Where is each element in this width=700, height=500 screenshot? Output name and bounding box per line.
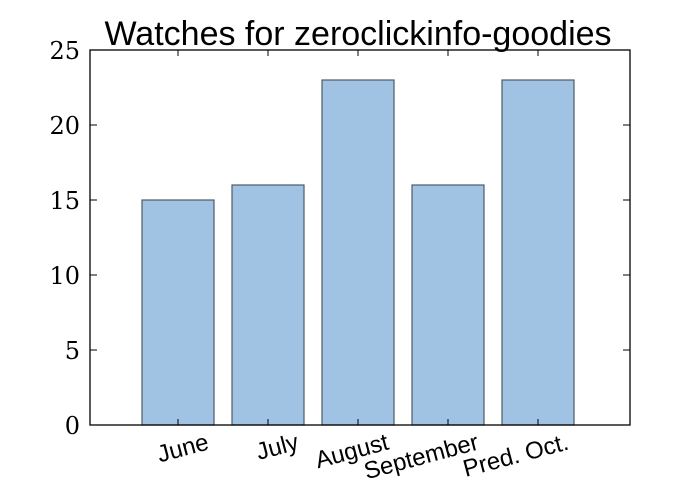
bar-august	[321, 79, 395, 426]
x-tick-label: July	[253, 429, 301, 466]
bar-july	[231, 184, 305, 426]
x-tick-label: June	[154, 429, 211, 469]
bar-pred-oct	[501, 79, 575, 426]
bar-june	[141, 199, 215, 426]
plot-frame	[89, 49, 631, 426]
x-tick-label: Pred. Oct.	[460, 429, 571, 483]
chart-title: Watches for zeroclickinfo-goodies	[104, 15, 611, 53]
y-tick-label: 10	[49, 262, 80, 290]
y-tick-label: 20	[49, 112, 80, 140]
bars-layer	[141, 79, 575, 426]
bar-september	[411, 184, 485, 426]
y-tick-label: 15	[49, 187, 80, 215]
y-tick-label: 0	[65, 412, 80, 440]
y-tick-label: 25	[49, 37, 80, 65]
y-tick-label: 5	[65, 337, 80, 365]
